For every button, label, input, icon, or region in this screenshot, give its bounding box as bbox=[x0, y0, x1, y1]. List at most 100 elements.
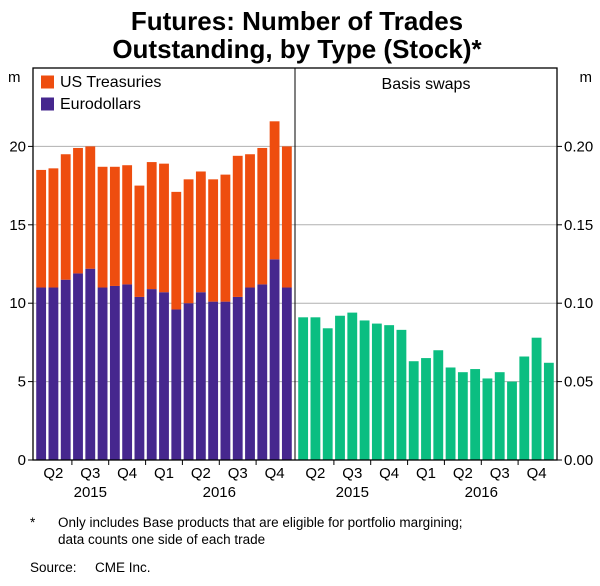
bar-basis-swaps bbox=[335, 315, 345, 460]
bar-eurodollars bbox=[134, 296, 145, 460]
bar-eurodollars bbox=[85, 268, 96, 460]
bar-basis-swaps bbox=[543, 362, 554, 460]
bar-us-treasuries bbox=[109, 166, 120, 286]
bar-us-treasuries bbox=[245, 154, 255, 288]
x-quarter-label: Q1 bbox=[154, 465, 174, 482]
y-axis-label: 0.15 bbox=[564, 217, 593, 234]
bar-eurodollars bbox=[97, 287, 108, 460]
bar-us-treasuries bbox=[171, 191, 182, 310]
x-quarter-label: Q3 bbox=[342, 465, 362, 482]
bar-us-treasuries bbox=[183, 179, 194, 304]
y-axis-label: 0.05 bbox=[564, 374, 593, 391]
y-axis-label: 0.20 bbox=[564, 138, 593, 155]
bar-us-treasuries bbox=[269, 121, 280, 260]
panel-title: Basis swaps bbox=[382, 76, 471, 93]
bar-us-treasuries bbox=[232, 155, 243, 297]
bar-eurodollars bbox=[245, 287, 255, 460]
bar-us-treasuries bbox=[281, 146, 292, 288]
bar-eurodollars bbox=[60, 279, 71, 460]
x-quarter-label: Q1 bbox=[416, 465, 436, 482]
bar-eurodollars bbox=[195, 292, 206, 460]
y-axis-label: 10 bbox=[9, 295, 26, 312]
x-quarter-label: Q2 bbox=[453, 465, 473, 482]
x-quarter-label: Q4 bbox=[379, 465, 399, 482]
bar-basis-swaps bbox=[482, 378, 493, 460]
bar-basis-swaps bbox=[298, 317, 309, 460]
bar-eurodollars bbox=[269, 259, 280, 460]
bar-eurodollars bbox=[122, 284, 133, 460]
footnote-line2: data counts one side of each trade bbox=[58, 532, 265, 547]
bar-us-treasuries bbox=[60, 154, 71, 280]
bar-eurodollars bbox=[48, 287, 59, 460]
bar-eurodollars bbox=[109, 285, 120, 460]
chart-title-line1: Futures: Number of Trades bbox=[131, 6, 463, 36]
bar-basis-swaps bbox=[445, 367, 456, 460]
bar-basis-swaps bbox=[470, 369, 481, 460]
bar-eurodollars bbox=[73, 273, 83, 460]
bar-basis-swaps bbox=[347, 312, 358, 460]
bar-us-treasuries bbox=[134, 185, 145, 297]
y-axis-label: 0.00 bbox=[564, 452, 593, 469]
bar-basis-swaps bbox=[457, 372, 468, 460]
bar-eurodollars bbox=[281, 287, 292, 460]
x-year-label: 2015 bbox=[74, 484, 107, 501]
y-axis-unit: m bbox=[8, 69, 21, 86]
bar-us-treasuries bbox=[220, 174, 231, 302]
bar-basis-swaps bbox=[408, 361, 419, 460]
bar-eurodollars bbox=[208, 301, 219, 460]
x-year-label: 2016 bbox=[465, 484, 498, 501]
y-axis-label: 5 bbox=[18, 374, 26, 391]
y-axis-label: 15 bbox=[9, 217, 26, 234]
bar-us-treasuries bbox=[97, 166, 108, 288]
x-year-label: 2016 bbox=[203, 484, 236, 501]
bar-us-treasuries bbox=[122, 165, 133, 285]
y-axis-unit: m bbox=[580, 69, 593, 86]
y-axis-label: 0 bbox=[18, 452, 26, 469]
chart-plot-area: Q2 Q3 Q4 Q1 Q2 Q3 Q4 2015 2016 0 5 10 15 20 m US Treasu… bbox=[8, 67, 593, 501]
bar-basis-swaps bbox=[322, 328, 333, 460]
bar-basis-swaps bbox=[359, 320, 370, 460]
x-quarter-label: Q3 bbox=[490, 465, 510, 482]
bar-basis-swaps bbox=[384, 325, 395, 460]
y-axis-label: 0.10 bbox=[564, 295, 593, 312]
bar-us-treasuries bbox=[195, 171, 206, 293]
bar-us-treasuries bbox=[85, 146, 96, 269]
bar-eurodollars bbox=[36, 287, 47, 460]
bar-us-treasuries bbox=[36, 169, 47, 288]
x-year-label: 2015 bbox=[336, 484, 369, 501]
x-quarter-label: Q4 bbox=[117, 465, 137, 482]
x-quarter-label: Q2 bbox=[191, 465, 211, 482]
bar-us-treasuries bbox=[146, 162, 157, 290]
bar-basis-swaps bbox=[433, 350, 444, 460]
bar-us-treasuries bbox=[48, 168, 59, 288]
chart-title-line2: Outstanding, by Type (Stock)* bbox=[112, 34, 482, 64]
bar-basis-swaps bbox=[519, 356, 530, 460]
bar-basis-swaps bbox=[371, 323, 382, 460]
bar-basis-swaps bbox=[507, 381, 517, 460]
bar-eurodollars bbox=[171, 309, 182, 460]
bar-us-treasuries bbox=[257, 147, 268, 285]
footnote-marker: * bbox=[30, 515, 36, 530]
x-quarter-label: Q4 bbox=[527, 465, 547, 482]
source-label: Source: bbox=[30, 560, 77, 575]
y-axis-label: 20 bbox=[9, 138, 26, 155]
x-quarter-label: Q2 bbox=[305, 465, 325, 482]
x-quarter-label: Q3 bbox=[80, 465, 100, 482]
bar-eurodollars bbox=[159, 292, 169, 460]
legend-swatch bbox=[41, 97, 54, 111]
legend-label: Eurodollars bbox=[60, 96, 141, 113]
bar-eurodollars bbox=[220, 301, 231, 460]
bar-basis-swaps bbox=[421, 358, 431, 460]
bar-basis-swaps bbox=[494, 372, 505, 460]
bar-eurodollars bbox=[183, 303, 194, 460]
bar-eurodollars bbox=[257, 284, 268, 460]
bar-eurodollars bbox=[146, 289, 157, 460]
bar-eurodollars bbox=[232, 296, 243, 460]
bar-basis-swaps bbox=[396, 329, 407, 460]
legend-swatch bbox=[41, 75, 54, 89]
x-quarter-label: Q2 bbox=[43, 465, 63, 482]
legend-label: US Treasuries bbox=[60, 74, 161, 91]
bar-basis-swaps bbox=[531, 337, 542, 460]
bar-us-treasuries bbox=[73, 147, 83, 274]
